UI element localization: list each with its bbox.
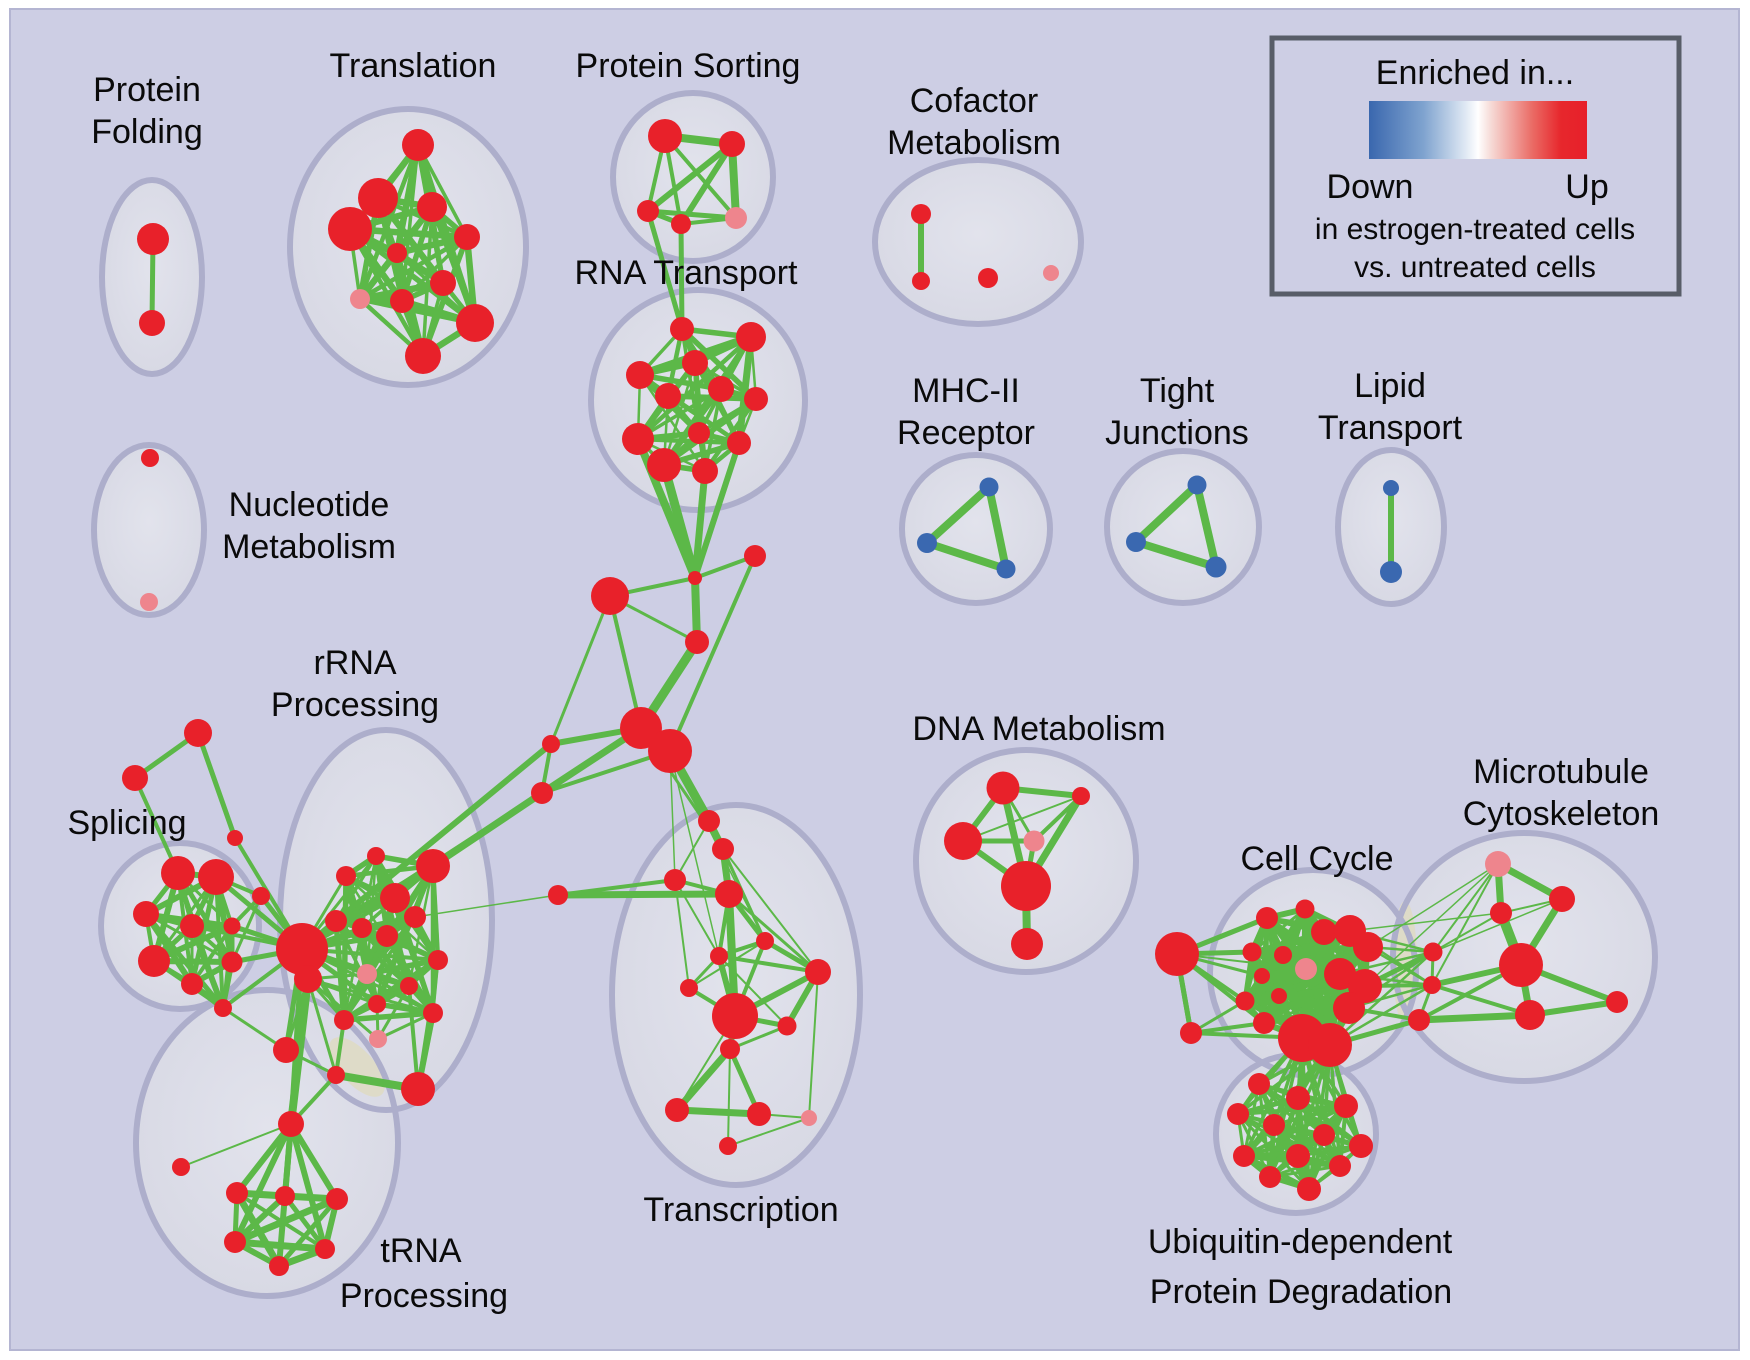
svg-text:Cofactor: Cofactor — [910, 82, 1039, 120]
svg-text:Processing: Processing — [340, 1277, 508, 1315]
svg-text:Down: Down — [1327, 168, 1414, 206]
svg-text:DNA Metabolism: DNA Metabolism — [912, 710, 1165, 748]
svg-text:in estrogen-treated cells: in estrogen-treated cells — [1315, 213, 1635, 246]
svg-text:Transcription: Transcription — [643, 1191, 838, 1229]
svg-text:Protein: Protein — [93, 71, 201, 109]
svg-text:Protein Degradation: Protein Degradation — [1150, 1273, 1452, 1311]
svg-text:MHC-II: MHC-II — [912, 372, 1020, 410]
svg-text:Up: Up — [1565, 168, 1608, 206]
svg-text:rRNA: rRNA — [313, 644, 396, 682]
svg-text:Transport: Transport — [1318, 409, 1463, 447]
svg-text:RNA Transport: RNA Transport — [575, 254, 799, 292]
svg-text:tRNA: tRNA — [380, 1232, 462, 1270]
svg-text:Metabolism: Metabolism — [222, 528, 396, 566]
svg-text:Microtubule: Microtubule — [1473, 753, 1649, 791]
svg-text:Translation: Translation — [330, 47, 497, 85]
svg-text:vs. untreated cells: vs. untreated cells — [1354, 251, 1596, 284]
svg-text:Splicing: Splicing — [67, 804, 186, 842]
svg-text:Tight: Tight — [1140, 372, 1215, 410]
svg-text:Receptor: Receptor — [897, 414, 1035, 452]
svg-text:Metabolism: Metabolism — [887, 124, 1061, 162]
svg-text:Processing: Processing — [271, 686, 439, 724]
svg-text:Protein Sorting: Protein Sorting — [576, 47, 801, 85]
svg-text:Cell Cycle: Cell Cycle — [1240, 840, 1393, 878]
svg-text:Nucleotide: Nucleotide — [229, 486, 390, 524]
svg-text:Cytoskeleton: Cytoskeleton — [1463, 795, 1660, 833]
svg-text:Enriched in...: Enriched in... — [1376, 54, 1574, 92]
svg-text:Junctions: Junctions — [1105, 414, 1249, 452]
svg-text:Folding: Folding — [91, 113, 203, 151]
svg-text:Lipid: Lipid — [1354, 367, 1426, 405]
svg-text:Ubiquitin-dependent: Ubiquitin-dependent — [1148, 1223, 1453, 1261]
